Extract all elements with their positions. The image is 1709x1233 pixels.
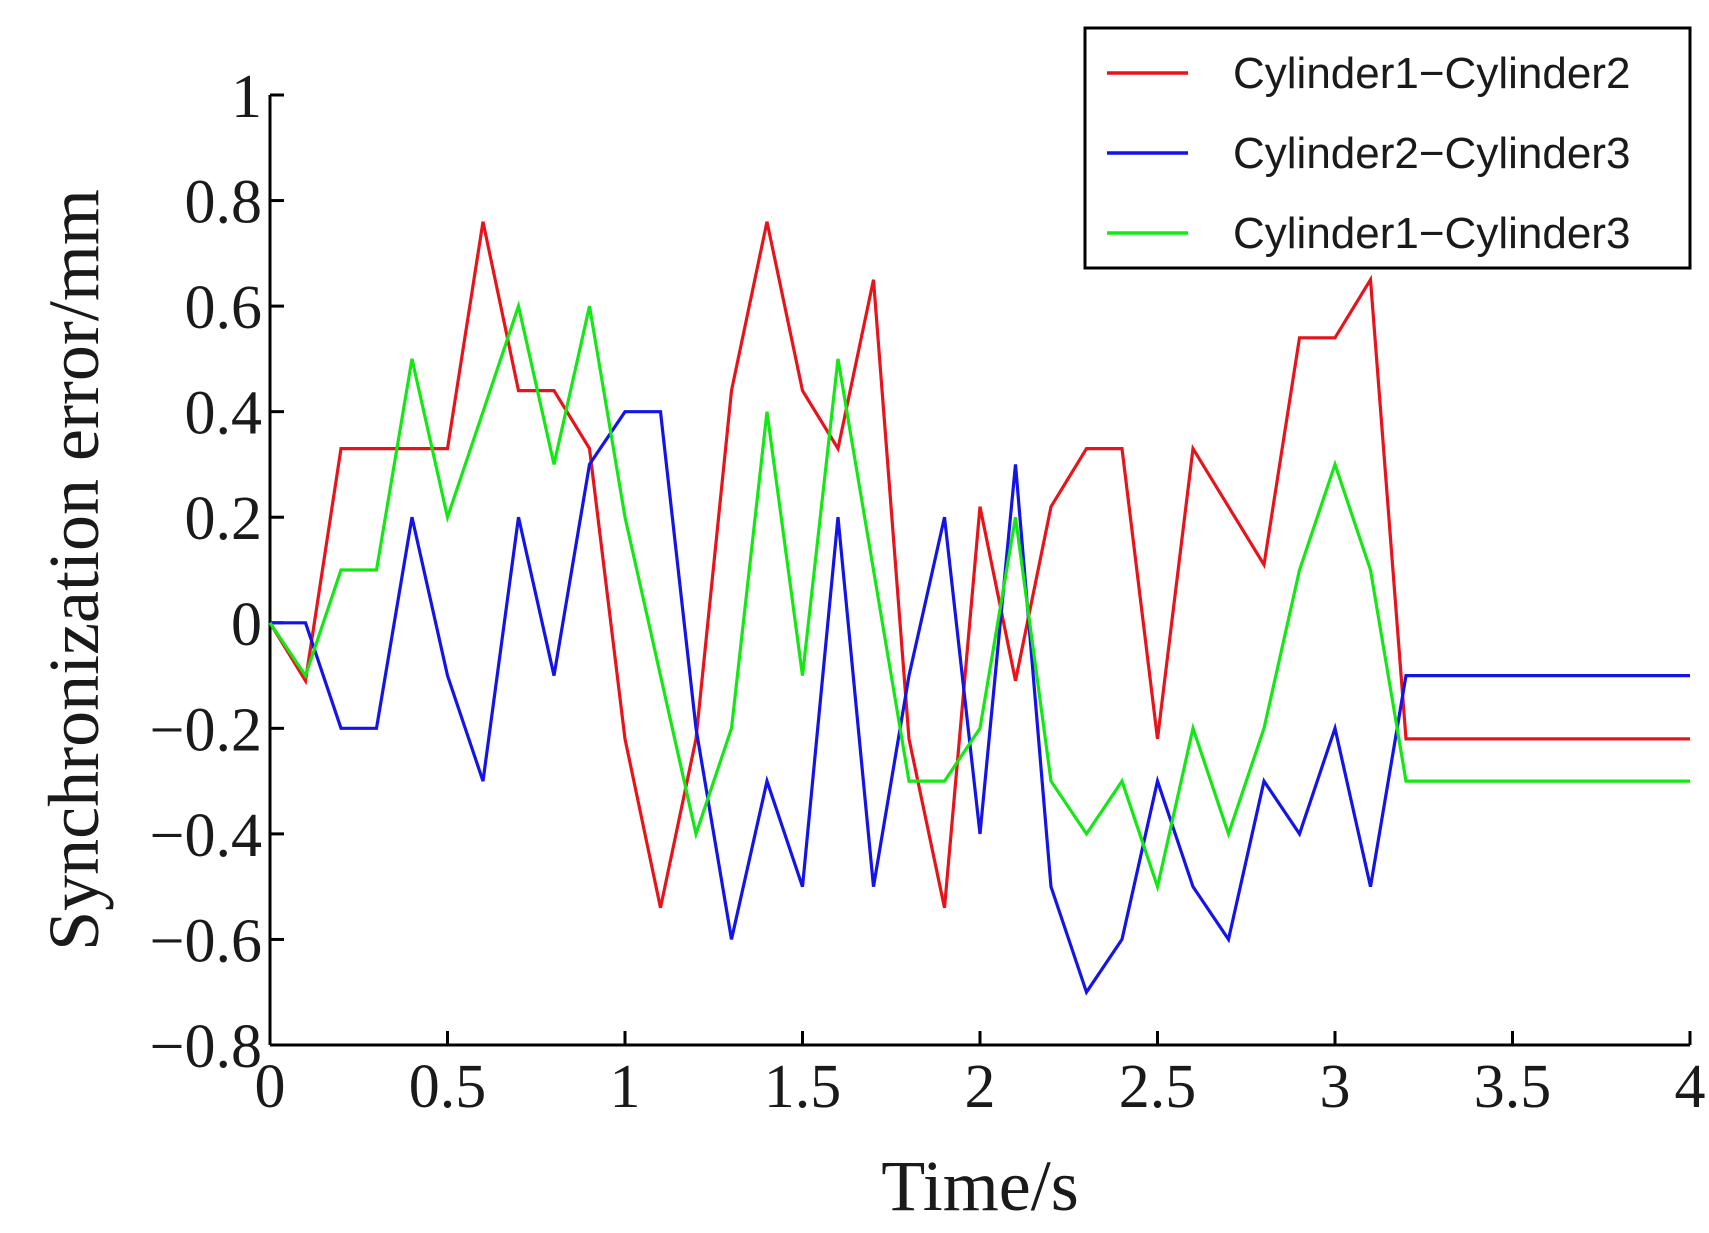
y-ticks: −0.8 −0.6 −0.4 −0.2 0 0.2 0.4 0.6 0.8 1 xyxy=(150,63,284,1081)
y-tick-label: 0 xyxy=(231,591,262,659)
series-line-cylinder2-cylinder3 xyxy=(270,410,1690,996)
legend-label-cylinder2-cylinder3: Cylinder2−Cylinder3 xyxy=(1233,129,1630,178)
x-tick-label: 4 xyxy=(1675,1053,1706,1121)
legend-label-cylinder1-cylinder3: Cylinder1−Cylinder3 xyxy=(1233,209,1630,258)
x-tick-label: 2 xyxy=(965,1053,996,1121)
y-tick-label: 0.4 xyxy=(185,380,263,448)
y-axis-title: Synchronization error/mm xyxy=(34,189,114,951)
x-tick-label: 2.5 xyxy=(1119,1053,1197,1121)
y-tick-label: 1 xyxy=(231,63,262,131)
x-tick-label: 3.5 xyxy=(1474,1053,1552,1121)
legend-label-cylinder1-cylinder2: Cylinder1−Cylinder2 xyxy=(1233,49,1630,98)
x-tick-label: 3 xyxy=(1320,1053,1351,1121)
legend-box xyxy=(1083,26,1692,270)
legend: Cylinder1−Cylinder2 Cylinder2−Cylinder3 … xyxy=(1083,26,1692,270)
y-tick-label: −0.4 xyxy=(150,802,262,870)
y-tick-label: −0.6 xyxy=(150,907,262,975)
x-tick-label: 1.5 xyxy=(764,1053,842,1121)
series-line-cylinder1-cylinder3 xyxy=(268,300,1690,893)
x-tick-label: 0 xyxy=(255,1053,286,1121)
y-tick-label: −0.2 xyxy=(150,696,262,764)
x-axis-title: Time/s xyxy=(881,1146,1078,1226)
y-tick-label: 0.8 xyxy=(185,169,263,237)
x-ticks: 0 0.5 1 1.5 2 2.5 3 3.5 4 xyxy=(255,1031,1706,1121)
y-tick-label: 0.2 xyxy=(185,485,263,553)
series-line-cylinder1-cylinder2 xyxy=(268,221,1690,909)
series-group xyxy=(268,221,1690,996)
x-tick-label: 0.5 xyxy=(409,1053,487,1121)
y-tick-label: 0.6 xyxy=(185,274,263,342)
y-tick-label: −0.8 xyxy=(150,1013,262,1081)
x-tick-label: 1 xyxy=(610,1053,641,1121)
